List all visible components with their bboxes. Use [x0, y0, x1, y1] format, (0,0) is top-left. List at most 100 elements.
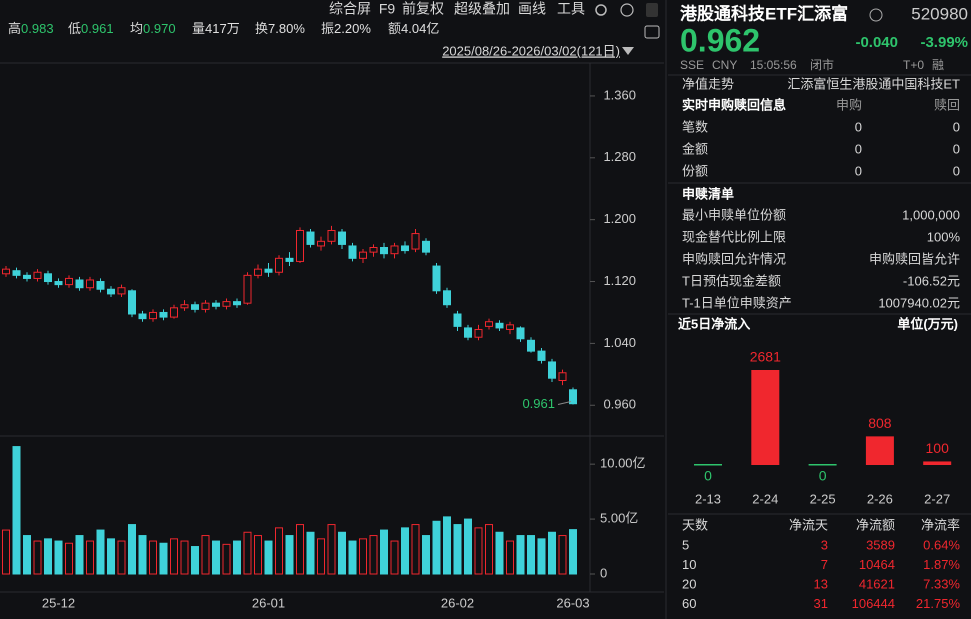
- candle-body: [558, 372, 567, 382]
- candle-body: [128, 290, 136, 315]
- cell: T日预估现金差额: [682, 273, 781, 288]
- volume-bar: [317, 538, 325, 575]
- flow-value: 0: [819, 468, 827, 484]
- volume-bar: [254, 535, 262, 575]
- candle-body: [212, 302, 220, 307]
- candle-body: [369, 247, 378, 253]
- volume-bar: [537, 538, 546, 575]
- info-icon[interactable]: [869, 8, 883, 22]
- volume-bar: [44, 538, 52, 575]
- cell: 60: [682, 596, 696, 611]
- cell: 申购赎回允许情况: [682, 251, 786, 266]
- flow-category: 2-13: [695, 491, 721, 506]
- toolbar-item[interactable]: F9: [379, 1, 396, 17]
- candle-body: [201, 302, 210, 310]
- settings-icon[interactable]: [595, 4, 607, 16]
- volume-bar: [558, 535, 567, 575]
- candle-body: [33, 271, 42, 279]
- candle-body: [338, 231, 346, 245]
- fund-code: 520980: [911, 4, 968, 23]
- candle-body: [432, 265, 441, 292]
- cell: 0: [855, 163, 862, 178]
- wp-icon[interactable]: [644, 25, 660, 39]
- cell: 1007940.02元: [878, 295, 960, 310]
- candle-body: [243, 274, 252, 304]
- volume-bar: [569, 529, 577, 575]
- candle-body: [401, 245, 409, 252]
- toolbar-item[interactable]: 工具: [557, 1, 585, 17]
- toolbar-item[interactable]: 画线: [518, 1, 546, 17]
- minimize-icon[interactable]: [620, 3, 634, 17]
- flow-value: 2681: [750, 349, 781, 365]
- candle-body: [422, 240, 430, 253]
- price: 0.962: [680, 22, 760, 58]
- toolbar-item[interactable]: 超级叠加: [454, 1, 510, 17]
- candle-body: [275, 257, 283, 273]
- flow-unit: 单位(万元): [897, 316, 958, 331]
- cell: 5: [682, 537, 689, 552]
- volume-bar: [65, 542, 73, 575]
- x-tick-label: 25-12: [42, 595, 75, 610]
- low-annotation: 0.961: [522, 396, 555, 411]
- stat: 振2.20%: [321, 21, 371, 36]
- volume-bar: [338, 531, 346, 575]
- y-tick-label: 1.360: [603, 87, 636, 102]
- candle-body: [527, 339, 535, 352]
- stat: 均0.970: [130, 21, 176, 36]
- toolbar-item[interactable]: 前复权: [402, 1, 444, 17]
- volume-bar: [170, 538, 178, 575]
- volume-bar: [422, 535, 430, 575]
- candle-body: [537, 350, 546, 361]
- cell: 份额: [682, 163, 708, 178]
- range-dropdown[interactable]: [622, 47, 634, 55]
- flow-bar: [923, 461, 952, 465]
- volume-bar: [401, 527, 409, 575]
- x-tick-label: 26-01: [252, 595, 285, 610]
- toolbar-item[interactable]: 综合屏: [329, 1, 371, 17]
- meta: CNY: [712, 58, 737, 72]
- candle-body: [117, 287, 126, 295]
- candle-body: [443, 290, 451, 306]
- volume-bar: [117, 540, 126, 575]
- volume-bar: [107, 538, 115, 575]
- section-title: 申赎清单: [682, 186, 734, 201]
- candle-body: [191, 304, 199, 310]
- cell: 21.75%: [916, 596, 961, 611]
- candle-body: [264, 268, 273, 273]
- cell: 0: [953, 163, 960, 178]
- candle-body: [12, 270, 21, 276]
- volume-bar: [306, 531, 315, 575]
- candle-body: [474, 328, 483, 338]
- volume-bar: [516, 535, 525, 575]
- flow-bar: [694, 464, 722, 466]
- volume-bar: [96, 529, 105, 575]
- stat-label: 高: [8, 21, 21, 36]
- volume-bar: [506, 540, 514, 575]
- stat-label: 均: [130, 21, 143, 36]
- x-tick-label: 26-03: [556, 595, 589, 610]
- candle-body: [65, 277, 73, 286]
- cell: 现金替代比例上限: [682, 229, 786, 244]
- date-range[interactable]: 2025/08/26-2026/03/02(121日): [442, 43, 620, 58]
- stat-label: 换: [255, 21, 268, 36]
- change: -0.040: [855, 34, 898, 51]
- stat-label: 低: [68, 21, 81, 36]
- volume-bar: [23, 535, 31, 575]
- cell: 31: [814, 596, 828, 611]
- cell: 20: [682, 576, 696, 591]
- volume-bar: [390, 540, 399, 575]
- stat-label: 量: [192, 21, 205, 36]
- volume-bar: [453, 524, 462, 575]
- volume-bar: [327, 524, 336, 575]
- volume-bar: [485, 524, 493, 575]
- stat: 换7.80%: [255, 21, 305, 36]
- close-icon[interactable]: [646, 3, 658, 17]
- cell: 0: [855, 141, 862, 156]
- volume-bar: [474, 527, 483, 575]
- volume-bar: [464, 518, 472, 575]
- candle-body: [23, 274, 31, 279]
- stat-value: 2.20%: [334, 21, 371, 36]
- cell: 1.87%: [923, 557, 960, 572]
- candle-body: [495, 322, 504, 329]
